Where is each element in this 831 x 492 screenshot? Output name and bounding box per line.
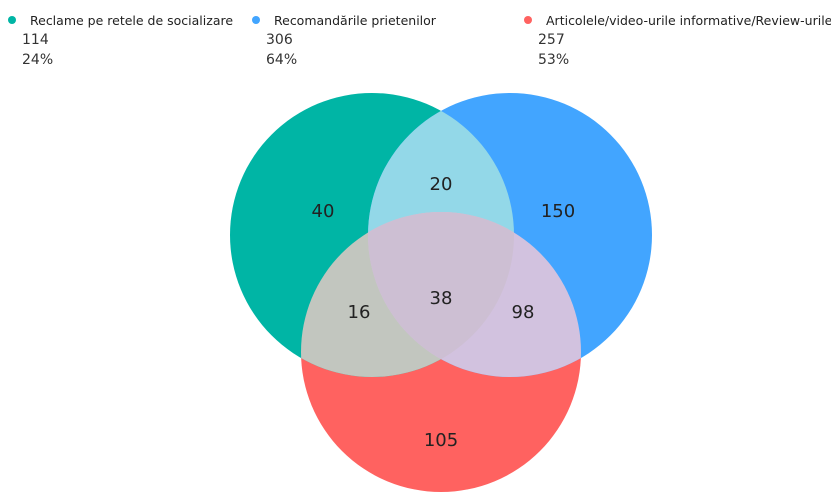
- value-articole-only: 105: [424, 430, 458, 451]
- legend-dot-reclame: [8, 16, 16, 24]
- value-reclame-recomandari: 20: [430, 174, 453, 195]
- legend-item-reclame[interactable]: Reclame pe retele de socializare 114 24%: [8, 10, 233, 70]
- value-recomandari-only: 150: [541, 201, 575, 222]
- legend-dot-articole: [524, 16, 532, 24]
- legend-label-articole: Articolele/video-urile informative/Revie…: [546, 12, 831, 28]
- legend-item-articole[interactable]: Articolele/video-urile informative/Revie…: [524, 10, 831, 70]
- legend-item-recomandari[interactable]: Recomandările prietenilor 306 64%: [252, 10, 436, 70]
- legend-percent-reclame: 24%: [22, 52, 54, 68]
- legend-label-reclame: Reclame pe retele de socializare: [30, 12, 234, 28]
- legend-percent-recomandari: 64%: [266, 52, 298, 68]
- value-reclame-only: 40: [312, 201, 335, 222]
- legend-percent-articole: 53%: [538, 52, 570, 68]
- legend-count-recomandari: 306: [266, 32, 293, 48]
- value-recomandari-articole: 98: [512, 302, 535, 323]
- value-all-three: 38: [430, 288, 453, 309]
- legend: Reclame pe retele de socializare 114 24%…: [0, 10, 831, 80]
- legend-dot-recomandari: [252, 16, 260, 24]
- legend-count-articole: 257: [538, 32, 565, 48]
- legend-label-recomandari: Recomandările prietenilor: [274, 12, 436, 28]
- value-reclame-articole: 16: [348, 302, 371, 323]
- legend-count-reclame: 114: [22, 32, 49, 48]
